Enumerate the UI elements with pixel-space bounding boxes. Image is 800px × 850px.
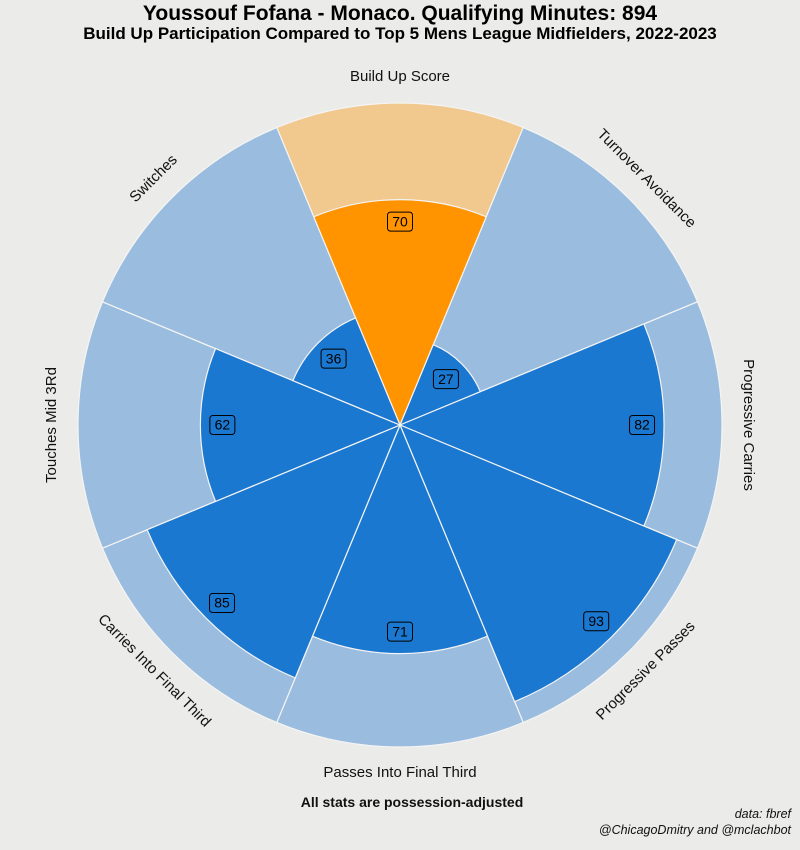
category-label-touches-mid-3rd: Touches Mid 3Rd xyxy=(43,367,60,483)
value-slices xyxy=(146,199,678,703)
value-box-build-up-score xyxy=(387,211,413,232)
value-label-passes-into-final-third: 71 xyxy=(392,623,408,639)
chart-subtitle: Build Up Participation Compared to Top 5… xyxy=(83,24,717,43)
slice-build-up-score xyxy=(312,199,488,427)
credits: data: fbref @ChicagoDmitry and @mclachbo… xyxy=(599,806,791,838)
value-label-turnover-avoidance: 27 xyxy=(438,371,454,387)
author-credit: @ChicagoDmitry and @mclachbot xyxy=(598,823,791,837)
category-label-passes-into-final-third: Passes Into Final Third xyxy=(323,764,476,781)
value-label-touches-mid-3rd: 62 xyxy=(215,417,231,433)
slice-progressive-passes xyxy=(398,423,678,703)
category-label-build-up-score: Build Up Score xyxy=(350,68,450,85)
category-label-progressive-carries: Progressive Carries xyxy=(740,359,757,491)
value-box-passes-into-final-third xyxy=(387,621,413,642)
value-labels: 70 27 82 93 71 85 62 36 xyxy=(209,211,656,642)
data-source: data: fbref xyxy=(734,807,791,821)
value-box-touches-mid-3rd xyxy=(209,415,236,435)
slice-carries-into-final-third xyxy=(146,423,402,679)
value-label-switches: 36 xyxy=(326,350,342,366)
possession-note: All stats are possession-adjusted xyxy=(300,794,524,810)
slice-progressive-carries xyxy=(398,323,665,527)
value-label-progressive-passes: 93 xyxy=(588,613,604,629)
value-box-turnover-avoidance xyxy=(432,369,459,390)
value-label-build-up-score: 70 xyxy=(392,213,408,229)
value-box-progressive-carries xyxy=(629,415,656,435)
value-box-switches xyxy=(320,348,347,369)
value-label-carries-into-final-third: 85 xyxy=(214,595,230,611)
slice-bg-turnover-avoidance xyxy=(398,126,699,427)
slice-switches xyxy=(292,317,402,427)
chart-title: Youssouf Fofana - Monaco. Qualifying Min… xyxy=(142,2,658,25)
slice-passes-into-final-third xyxy=(311,423,489,655)
slice-touches-mid-3rd xyxy=(199,347,402,503)
value-label-progressive-carries: 82 xyxy=(634,417,650,433)
value-box-carries-into-final-third xyxy=(209,592,236,613)
value-box-progressive-passes xyxy=(583,611,610,632)
